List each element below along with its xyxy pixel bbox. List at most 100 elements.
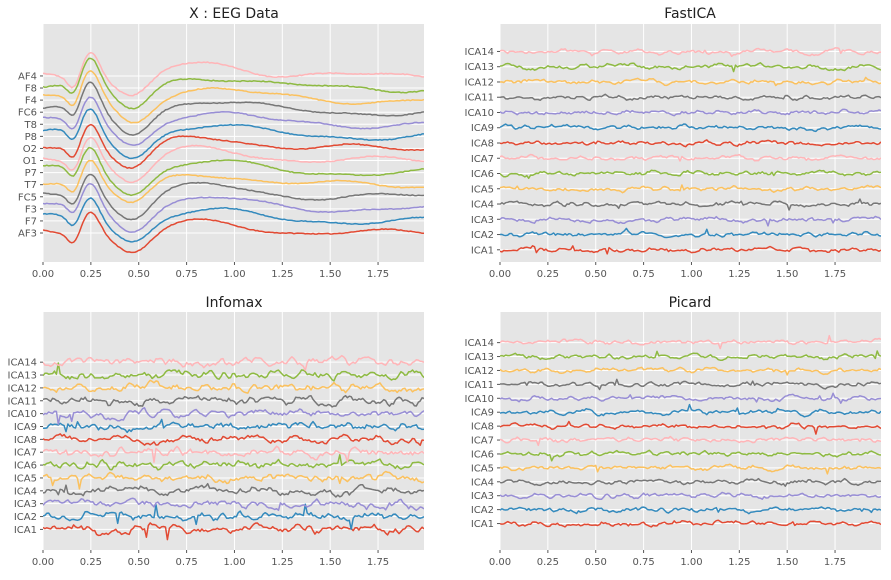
panel-picard: Picard 0.00 0.25 0.50 0.75 1.00 1.25 1.50 1.75 … <box>465 295 881 568</box>
x-tick-label: 0.00 <box>32 557 54 568</box>
plot-area <box>43 24 424 262</box>
trace-f4 <box>43 70 424 124</box>
x-tick-label: 0.75 <box>175 269 197 280</box>
panel-fastica: FastICA 0.00 0.25 0.50 0.75 1.00 1.25 1.50 1.75… <box>465 6 881 280</box>
x-tick-label: 1.25 <box>728 557 750 568</box>
channel-label: ICA8 <box>471 422 494 433</box>
panel-infomax: Infomax 0.00 0.25 0.50 0.75 1.00 1.25 1.50 1.75… <box>8 295 424 568</box>
trace-ica5 <box>43 470 424 490</box>
channel-label: ICA4 <box>14 486 37 497</box>
channel-label: O2 <box>23 144 37 155</box>
signal-traces <box>43 354 424 541</box>
channel-label: F4 <box>25 96 37 107</box>
trace-ica9 <box>500 123 881 133</box>
signal-traces <box>500 47 881 255</box>
channel-label: ICA6 <box>471 449 494 460</box>
channel-label: T7 <box>24 180 37 191</box>
x-tick-label: 0.75 <box>175 557 197 568</box>
trace-p8 <box>43 108 424 160</box>
trace-fc5 <box>43 173 424 221</box>
trace-ica9 <box>43 418 424 434</box>
x-tick-label: 0.25 <box>537 557 559 568</box>
channel-label: ICA9 <box>14 422 37 433</box>
panel-title: Picard <box>669 295 712 311</box>
panel-title: Infomax <box>206 295 263 311</box>
x-tick-label: 1.75 <box>367 557 389 568</box>
trace-o2 <box>43 123 424 170</box>
x-tick-label: 0.00 <box>489 269 511 280</box>
trace-ica1 <box>500 245 881 255</box>
x-tick-label: 0.50 <box>585 557 607 568</box>
x-tick-label: 0.25 <box>80 269 102 280</box>
channel-label: F7 <box>25 216 37 227</box>
channel-label: ICA4 <box>471 200 494 211</box>
channel-label: ICA7 <box>14 448 37 459</box>
trace-ica12 <box>43 379 424 394</box>
channel-label: ICA3 <box>14 499 37 510</box>
trace-t8 <box>43 96 424 146</box>
channel-label: ICA11 <box>8 396 38 407</box>
x-tick-label: 0.50 <box>128 269 150 280</box>
channel-label: ICA4 <box>471 477 494 488</box>
trace-p7 <box>43 146 424 197</box>
channel-label: ICA14 <box>8 358 38 369</box>
trace-ica7 <box>500 435 881 447</box>
channel-label: ICA6 <box>14 461 37 472</box>
trace-af3 <box>43 211 424 254</box>
trace-ica10 <box>500 392 881 404</box>
trace-ica6 <box>500 449 881 462</box>
channel-label: ICA8 <box>471 139 494 150</box>
x-axis-ticks: 0.00 0.25 0.50 0.75 1.00 1.25 1.50 1.75 <box>32 262 389 280</box>
x-tick-label: 0.25 <box>80 557 102 568</box>
trace-ica5 <box>500 184 881 194</box>
plot-area <box>43 312 424 550</box>
channel-label: ICA12 <box>465 366 495 377</box>
trace-ica9 <box>500 403 881 418</box>
panel-title: X : EEG Data <box>189 6 279 22</box>
channel-label: ICA5 <box>471 463 494 474</box>
x-tick-label: 1.50 <box>776 269 798 280</box>
channel-label: F3 <box>25 204 37 215</box>
trace-ica8 <box>500 420 881 435</box>
y-axis-ticks: ICA1 ICA2 ICA3 ICA4 ICA5 ICA6 ICA7 ICA8 ICA9 ICA1… <box>465 338 500 530</box>
channel-label: ICA10 <box>465 108 495 119</box>
channel-label: ICA12 <box>465 77 495 88</box>
channel-label: ICA13 <box>465 62 495 73</box>
x-tick-label: 0.50 <box>128 557 150 568</box>
trace-ica6 <box>500 169 881 180</box>
x-axis-ticks: 0.00 0.25 0.50 0.75 1.00 1.25 1.50 1.75 <box>489 550 846 568</box>
channel-label: AF4 <box>18 71 37 82</box>
channel-label: ICA2 <box>14 512 37 523</box>
trace-f3 <box>43 183 424 233</box>
trace-ica8 <box>500 139 881 148</box>
trace-ica13 <box>500 62 881 73</box>
channel-label: ICA3 <box>471 491 494 502</box>
x-tick-label: 1.75 <box>824 557 846 568</box>
x-axis-ticks: 0.00 0.25 0.50 0.75 1.00 1.25 1.50 1.75 <box>32 550 389 568</box>
trace-ica3 <box>500 491 881 501</box>
trace-ica3 <box>43 497 424 512</box>
trace-ica10 <box>500 108 881 117</box>
trace-ica7 <box>43 445 424 463</box>
plot-area <box>500 312 881 550</box>
trace-ica11 <box>500 378 881 391</box>
trace-ica8 <box>43 433 424 447</box>
channel-label: ICA7 <box>471 154 494 165</box>
x-tick-label: 0.25 <box>537 269 559 280</box>
x-axis-ticks: 0.00 0.25 0.50 0.75 1.00 1.25 1.50 1.75 <box>489 262 846 280</box>
channel-label: ICA8 <box>14 435 37 446</box>
panel-eeg-data: X : EEG Data 0.00 0.25 0.50 0.75 1.00 1.25 1.5… <box>18 6 424 280</box>
trace-ica2 <box>500 227 881 239</box>
channel-label: ICA2 <box>471 230 494 241</box>
trace-ica14 <box>43 354 424 372</box>
trace-ica6 <box>43 454 424 471</box>
channel-label: ICA1 <box>471 245 494 256</box>
channel-label: P8 <box>25 132 37 143</box>
x-tick-label: 1.50 <box>319 557 341 568</box>
x-tick-label: 1.50 <box>319 269 341 280</box>
trace-ica1 <box>43 522 424 541</box>
signal-traces <box>500 334 881 528</box>
x-tick-label: 1.25 <box>271 557 293 568</box>
